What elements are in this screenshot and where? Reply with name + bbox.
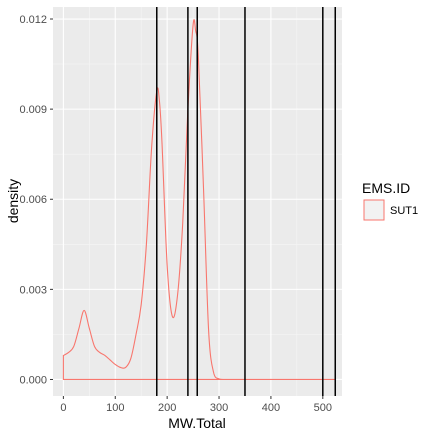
- x-tick-label: 100: [106, 402, 124, 414]
- legend-label-sut1: SUT1: [390, 205, 418, 217]
- legend: EMS.ID SUT1: [362, 180, 418, 221]
- density-curve-sut1: [62, 19, 336, 381]
- x-tick-label: 400: [262, 402, 280, 414]
- x-tick-label: 0: [60, 402, 66, 414]
- legend-key-sut1: [363, 199, 385, 221]
- vertical-lines: [156, 7, 337, 396]
- x-axis-title: MW.Total: [168, 415, 226, 431]
- x-tick-label: 200: [158, 402, 176, 414]
- y-tick-label: 0.003: [19, 284, 47, 296]
- y-axis-title: density: [5, 179, 21, 223]
- legend-title: EMS.ID: [362, 180, 410, 196]
- x-axis: 0 100 200 300 400 500: [60, 396, 332, 414]
- y-tick-label: 0.009: [19, 104, 47, 116]
- y-axis: 0.000 0.003 0.006 0.009 0.012: [19, 14, 53, 386]
- y-tick-label: 0.000: [19, 374, 47, 386]
- y-tick-label: 0.012: [19, 14, 47, 26]
- x-tick-label: 500: [314, 402, 332, 414]
- x-tick-label: 300: [210, 402, 228, 414]
- series-layer: [62, 19, 336, 381]
- y-tick-label: 0.006: [19, 194, 47, 206]
